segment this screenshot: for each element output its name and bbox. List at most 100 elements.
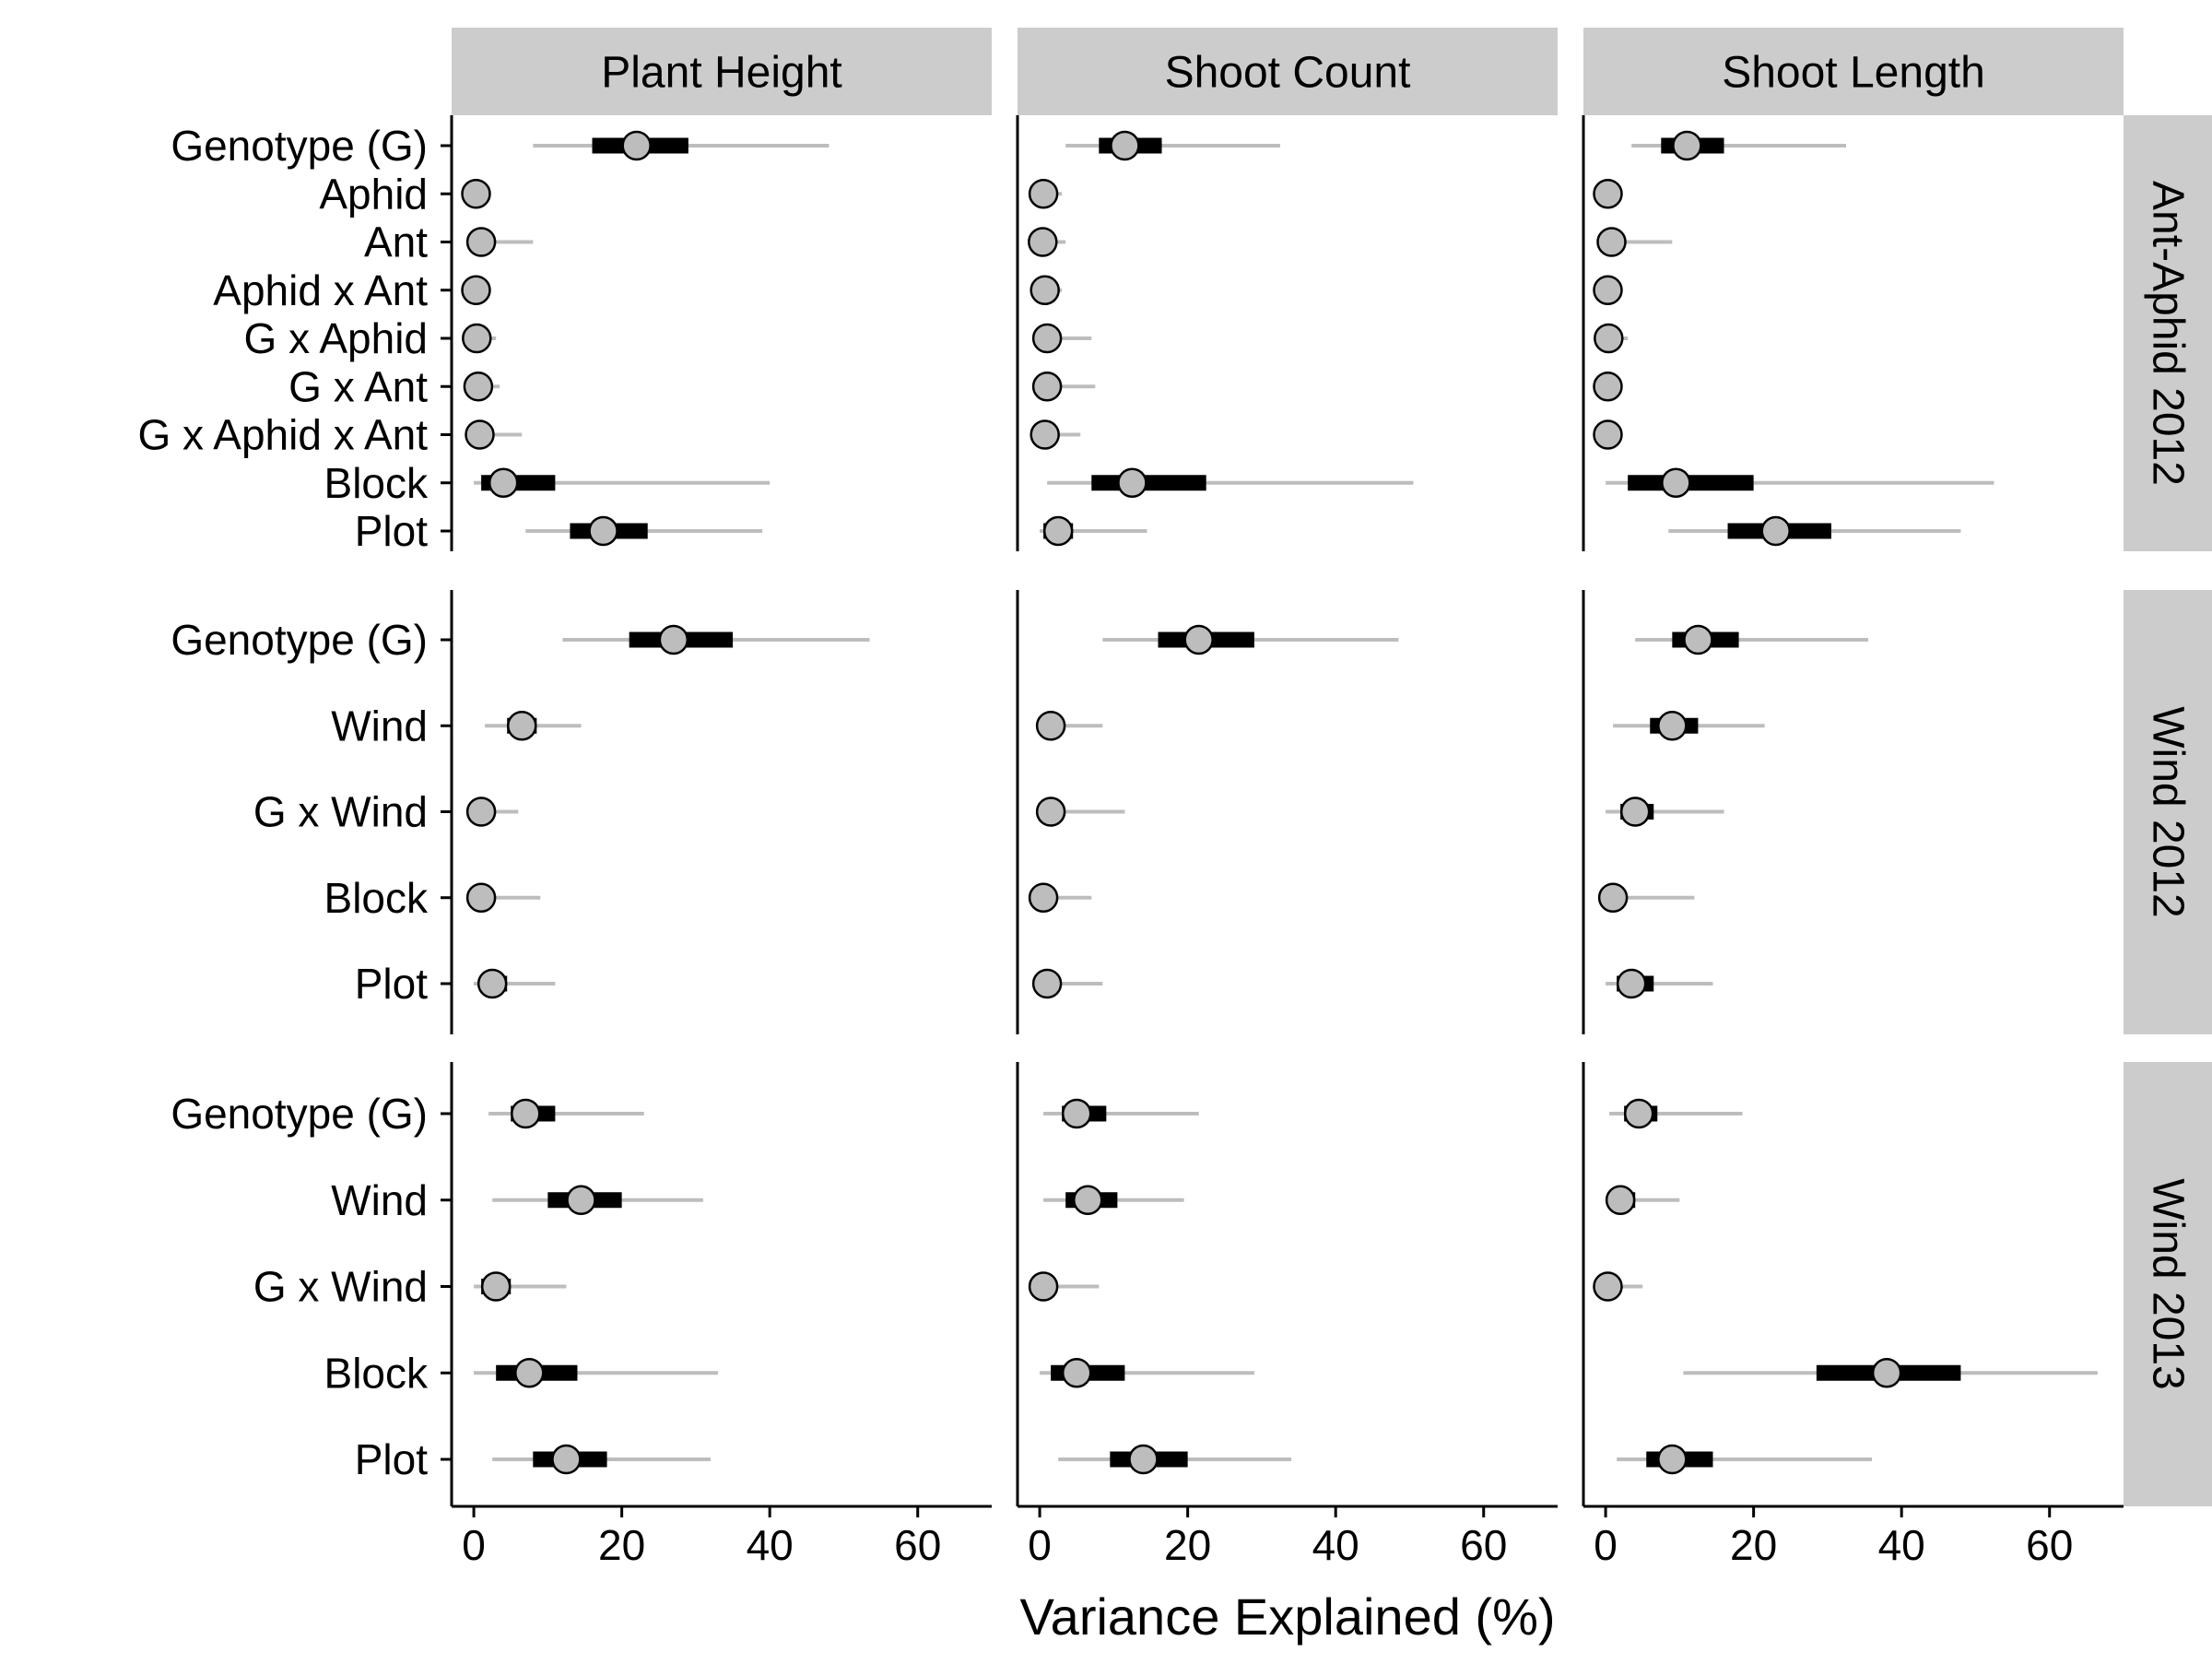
- column-strip-plant-height: [452, 28, 992, 115]
- row-label-genotype-g: Genotype (G): [171, 1090, 428, 1138]
- row-label-plot: Plot: [355, 1435, 428, 1483]
- row-label-g-x-aphid-x-ant: G x Aphid x Ant: [137, 411, 428, 459]
- row-label-wind: Wind: [331, 1176, 428, 1224]
- estimate-point: [1061, 1098, 1092, 1129]
- point-layer: [461, 130, 1902, 1475]
- estimate-point: [511, 1098, 541, 1129]
- row-label-plot: Plot: [355, 960, 428, 1008]
- estimate-point: [1117, 467, 1147, 498]
- estimate-point: [1657, 1444, 1688, 1475]
- column-strips: Plant Height Shoot Count Shoot Length: [452, 28, 2124, 115]
- column-strip-shoot-count: [1018, 28, 1558, 115]
- estimate-point: [1661, 467, 1691, 498]
- row-strip-label: Wind 2012: [2144, 706, 2193, 917]
- axes-layer: [441, 115, 2124, 1517]
- row-label-g-x-wind: G x Wind: [253, 1263, 428, 1311]
- estimate-point: [1028, 227, 1058, 257]
- interval-layer: [474, 137, 2098, 1468]
- estimate-point: [1593, 1271, 1623, 1302]
- row-label-ant: Ant: [364, 218, 428, 266]
- estimate-point: [465, 419, 495, 450]
- row-label-genotype-g: Genotype (G): [171, 616, 428, 664]
- estimate-point: [1593, 372, 1623, 402]
- estimate-point: [566, 1185, 596, 1215]
- row-strip-ant-aphid-2012: [2124, 115, 2212, 551]
- x-tick-label: 20: [1730, 1521, 1777, 1569]
- estimate-point: [1028, 882, 1059, 913]
- column-strip-label: Shoot Length: [1722, 49, 1985, 98]
- estimate-point: [658, 624, 689, 655]
- estimate-point: [1683, 624, 1713, 655]
- estimate-point: [1657, 711, 1688, 741]
- estimate-point: [1035, 797, 1066, 827]
- estimate-point: [465, 227, 497, 257]
- x-tick-label: 40: [747, 1521, 794, 1569]
- row-strip-label: Wind 2013: [2144, 1178, 2193, 1389]
- estimate-point: [1030, 419, 1060, 450]
- column-strip-shoot-length: [1583, 28, 2124, 115]
- estimate-point: [1593, 179, 1623, 209]
- estimate-point: [1042, 515, 1074, 547]
- row-label-g-x-ant: G x Ant: [288, 362, 428, 410]
- estimate-point: [1030, 275, 1060, 305]
- estimate-point: [1593, 275, 1623, 305]
- x-tick-label: 60: [1460, 1521, 1507, 1569]
- estimate-point: [1616, 968, 1647, 999]
- x-axis-title: Variance Explained (%): [1019, 1587, 1555, 1646]
- estimate-point: [1031, 968, 1063, 999]
- estimate-point: [1596, 227, 1627, 257]
- estimate-point: [507, 711, 537, 741]
- estimate-point: [463, 372, 494, 402]
- estimate-point: [1619, 797, 1651, 827]
- row-strips: Ant-Aphid 2012 Wind 2012 Wind 2013: [2124, 115, 2212, 1506]
- estimate-point: [1073, 1185, 1103, 1215]
- row-label-wind: Wind: [331, 702, 428, 749]
- estimate-point: [1028, 179, 1059, 209]
- estimate-point: [1760, 515, 1791, 547]
- x-tick-label: 60: [2026, 1521, 2073, 1569]
- estimate-point: [461, 275, 491, 305]
- estimate-point: [1594, 323, 1624, 354]
- x-tick-label: 0: [1594, 1521, 1618, 1569]
- row-strip-wind-2013: [2124, 1062, 2212, 1506]
- estimate-point: [461, 179, 491, 209]
- row-label-aphid-x-ant: Aphid x Ant: [213, 266, 428, 314]
- estimate-point: [488, 467, 519, 498]
- estimate-point: [480, 1271, 512, 1302]
- estimate-point: [1028, 1271, 1059, 1302]
- row-label-block: Block: [324, 1349, 429, 1397]
- row-label-aphid: Aphid: [319, 170, 428, 218]
- estimate-point: [1623, 1098, 1654, 1129]
- estimate-point: [1061, 1358, 1092, 1388]
- estimate-point: [1672, 130, 1702, 161]
- estimate-point: [514, 1358, 545, 1388]
- x-tick-label: 40: [1312, 1521, 1359, 1569]
- x-tick-label: 0: [462, 1521, 486, 1569]
- row-strip-wind-2012: [2124, 590, 2212, 1034]
- estimate-point: [1031, 323, 1063, 354]
- estimate-point: [588, 515, 618, 547]
- estimate-point: [477, 968, 508, 999]
- estimate-point: [465, 797, 497, 827]
- estimate-point: [462, 323, 492, 354]
- estimate-point: [1110, 130, 1140, 161]
- row-label-g-x-wind: G x Wind: [253, 788, 428, 836]
- row-label-plot: Plot: [355, 507, 428, 555]
- estimate-point: [1128, 1444, 1159, 1475]
- column-strip-label: Plant Height: [601, 49, 842, 98]
- row-label-block: Block: [324, 459, 429, 507]
- x-tick-label: 0: [1028, 1521, 1052, 1569]
- estimate-point: [1593, 419, 1623, 450]
- x-tick-label: 20: [1164, 1521, 1211, 1569]
- estimate-point: [621, 130, 652, 161]
- estimate-point: [1183, 624, 1214, 655]
- x-tick-label: 60: [894, 1521, 941, 1569]
- column-strip-label: Shoot Count: [1165, 49, 1411, 98]
- estimate-point: [1597, 882, 1629, 913]
- x-tick-label: 40: [1878, 1521, 1925, 1569]
- estimate-point: [1605, 1185, 1636, 1215]
- row-label-genotype-g: Genotype (G): [171, 122, 428, 170]
